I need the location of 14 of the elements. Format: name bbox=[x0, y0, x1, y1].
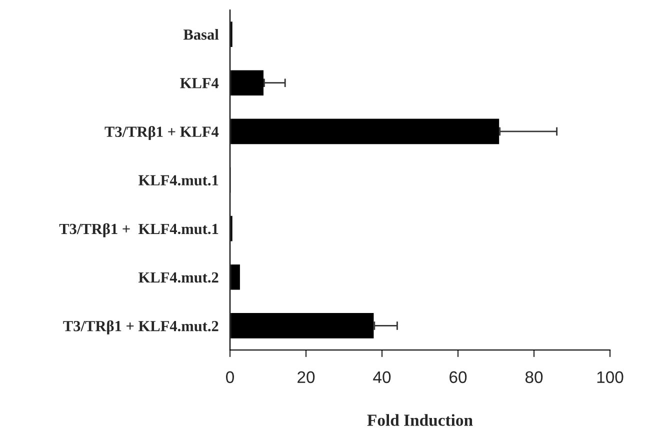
y-tick-label: KLF4 bbox=[180, 78, 219, 88]
y-tick-label: KLF4.mut.2 bbox=[138, 272, 218, 283]
x-tick-label: 100 bbox=[597, 371, 624, 384]
y-tick-label: KLF4.mut.1 bbox=[138, 175, 218, 186]
x-tick-label: 0 bbox=[226, 371, 234, 384]
y-tick-label: T3/TRβ1 + KLF4.mut.2 bbox=[63, 320, 218, 334]
x-tick-label: 60 bbox=[450, 371, 467, 384]
x-tick-label: 80 bbox=[525, 371, 543, 384]
y-tick-label: T3/TRβ1 + KLF4.mut.1 bbox=[59, 223, 218, 238]
y-tick-label: T3/TRβ1 + KLF4 bbox=[104, 126, 219, 140]
x-tick-label: 20 bbox=[298, 371, 315, 384]
x-tick-label: 40 bbox=[373, 371, 391, 384]
x-axis-title: Fold Induction bbox=[367, 414, 473, 426]
y-tick-label: Basal bbox=[183, 28, 219, 40]
